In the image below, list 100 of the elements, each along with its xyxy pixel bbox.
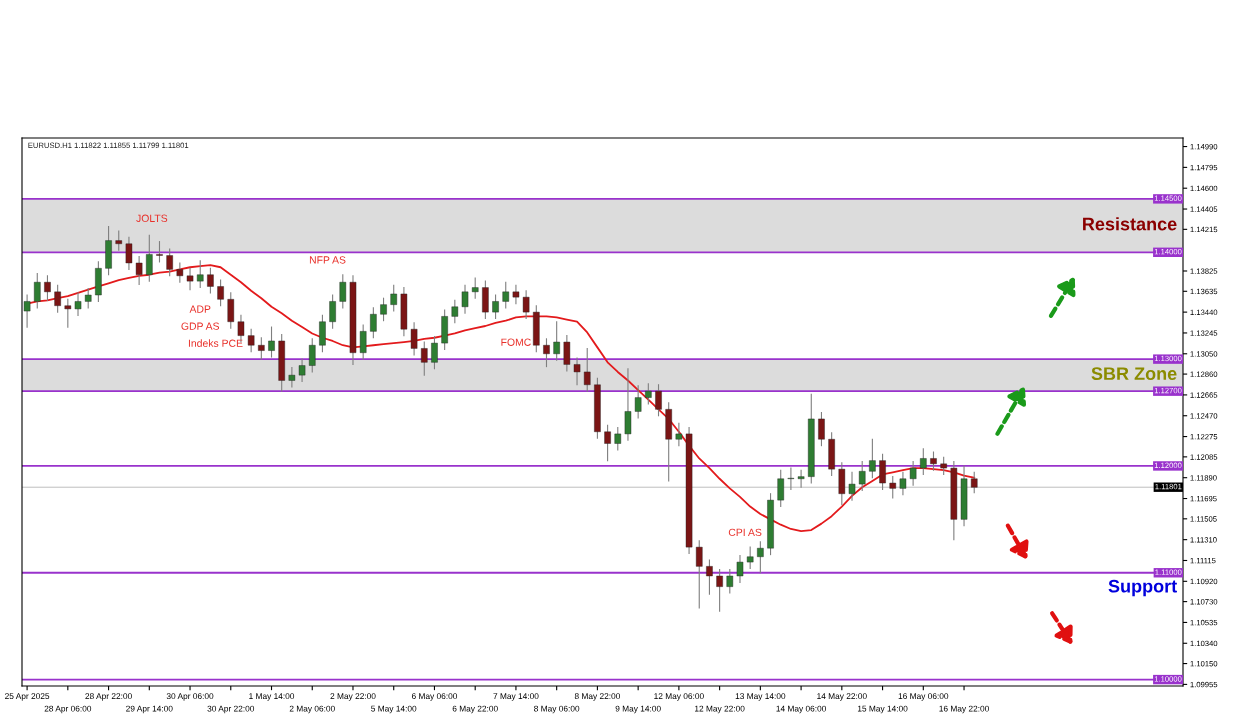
x-tick-label: 16 May 06:00	[898, 693, 949, 701]
candlestick	[655, 384, 662, 417]
candlestick	[431, 336, 438, 370]
candlestick	[787, 467, 795, 491]
annotation: ADP	[189, 305, 211, 313]
candlestick	[869, 438, 876, 479]
x-tick-label: 7 May 14:00	[493, 693, 539, 701]
candlestick	[522, 290, 530, 320]
candlestick	[258, 337, 265, 360]
candlestick	[380, 297, 387, 322]
candlestick	[247, 328, 255, 353]
candlestick	[54, 284, 61, 313]
candlestick	[288, 367, 296, 388]
candlestick	[777, 469, 784, 508]
annotation: Indeks PCE	[188, 339, 243, 347]
candlestick	[695, 540, 703, 609]
candlestick	[44, 275, 51, 301]
candlestick	[34, 273, 41, 309]
x-tick-label: 16 May 22:00	[939, 705, 989, 714]
candlestick	[84, 288, 92, 309]
candlestick	[543, 338, 550, 368]
candlestick	[492, 294, 499, 320]
x-tick-label: 13 May 14:00	[735, 693, 786, 701]
candlestick	[227, 292, 235, 329]
candlestick	[583, 347, 591, 392]
candlestick	[461, 284, 469, 314]
annotation: Support	[1108, 579, 1177, 597]
candlestick	[339, 274, 347, 309]
x-tick-label: 30 Apr 06:00	[166, 693, 214, 701]
annotation: FOMC	[501, 338, 531, 346]
candlestick	[115, 230, 123, 251]
x-tick-label: 9 May 14:00	[615, 705, 661, 714]
candlestick	[858, 461, 866, 492]
candlestick	[359, 324, 367, 360]
candlestick	[736, 555, 744, 583]
x-tick-label: 28 Apr 06:00	[44, 705, 92, 714]
annotation: JOLTS	[136, 214, 168, 222]
candlestick	[410, 322, 418, 356]
candlestick	[471, 277, 479, 299]
candlestick	[268, 326, 275, 358]
candlestick	[726, 569, 734, 594]
candlestick	[451, 299, 459, 324]
x-tick-label: 1 May 14:00	[249, 693, 295, 701]
x-tick-label: 30 Apr 22:00	[207, 705, 255, 714]
candlestick	[370, 307, 377, 339]
candlestick	[207, 267, 214, 294]
candlestick	[716, 569, 723, 612]
candlestick	[604, 424, 611, 462]
x-tick-label: 15 May 14:00	[857, 705, 908, 714]
candlestick	[899, 471, 907, 496]
candlestick	[553, 321, 560, 361]
x-tick-label: 14 May 22:00	[817, 693, 867, 701]
candlestick	[176, 262, 184, 283]
candlestick	[920, 448, 927, 476]
candlestick	[573, 357, 581, 386]
band-label: Resistance	[1083, 217, 1177, 231]
candlestick	[390, 284, 397, 312]
x-tick-label: 12 May 06:00	[654, 693, 704, 701]
candlestick	[848, 471, 856, 501]
candlestick	[502, 281, 510, 309]
candlestick	[64, 298, 72, 328]
x-tick-label: 12 May 22:00	[695, 705, 745, 714]
x-tick-label: 5 May 14:00	[371, 705, 417, 714]
candlestick	[298, 358, 306, 383]
candlestick	[706, 559, 713, 595]
x-tick-label: 2 May 22:00	[330, 693, 376, 701]
candlestick	[196, 260, 204, 289]
candlestick	[757, 541, 764, 574]
candlestick	[146, 234, 153, 282]
candlestick	[166, 248, 173, 277]
x-tick-label: 6 May 22:00	[452, 705, 498, 714]
candlestick	[512, 284, 520, 305]
candlestick	[879, 453, 886, 491]
candlestick	[634, 385, 642, 419]
candlestick	[818, 411, 825, 447]
candlestick	[74, 292, 82, 316]
candlestick	[23, 294, 31, 328]
x-tick-label: 2 May 06:00	[289, 705, 335, 714]
x-tick-label: 8 May 06:00	[534, 705, 580, 714]
candlestick	[156, 241, 163, 263]
x-tick-label: 8 May 22:00	[574, 693, 621, 701]
candlestick	[329, 294, 336, 329]
candlestick	[125, 236, 133, 270]
candlestick	[421, 341, 428, 376]
candlestick	[797, 469, 805, 488]
candlestick	[217, 279, 224, 307]
annotation: CPI AS	[728, 528, 762, 537]
band-label: SBR Zone	[1091, 367, 1177, 380]
candlestick	[624, 368, 632, 441]
candlestick	[930, 451, 937, 471]
x-tick-label: 25 Apr 2025	[5, 693, 50, 701]
candlestick	[909, 461, 917, 486]
candlestick	[319, 314, 326, 353]
candlestick	[186, 267, 194, 291]
annotation: NFP AS	[309, 256, 346, 264]
candlestick	[889, 476, 897, 499]
x-tick-label: 29 Apr 14:00	[126, 705, 173, 714]
candlestick	[970, 471, 978, 494]
x-tick-label: 6 May 06:00	[411, 693, 458, 701]
candlestick	[563, 335, 571, 372]
